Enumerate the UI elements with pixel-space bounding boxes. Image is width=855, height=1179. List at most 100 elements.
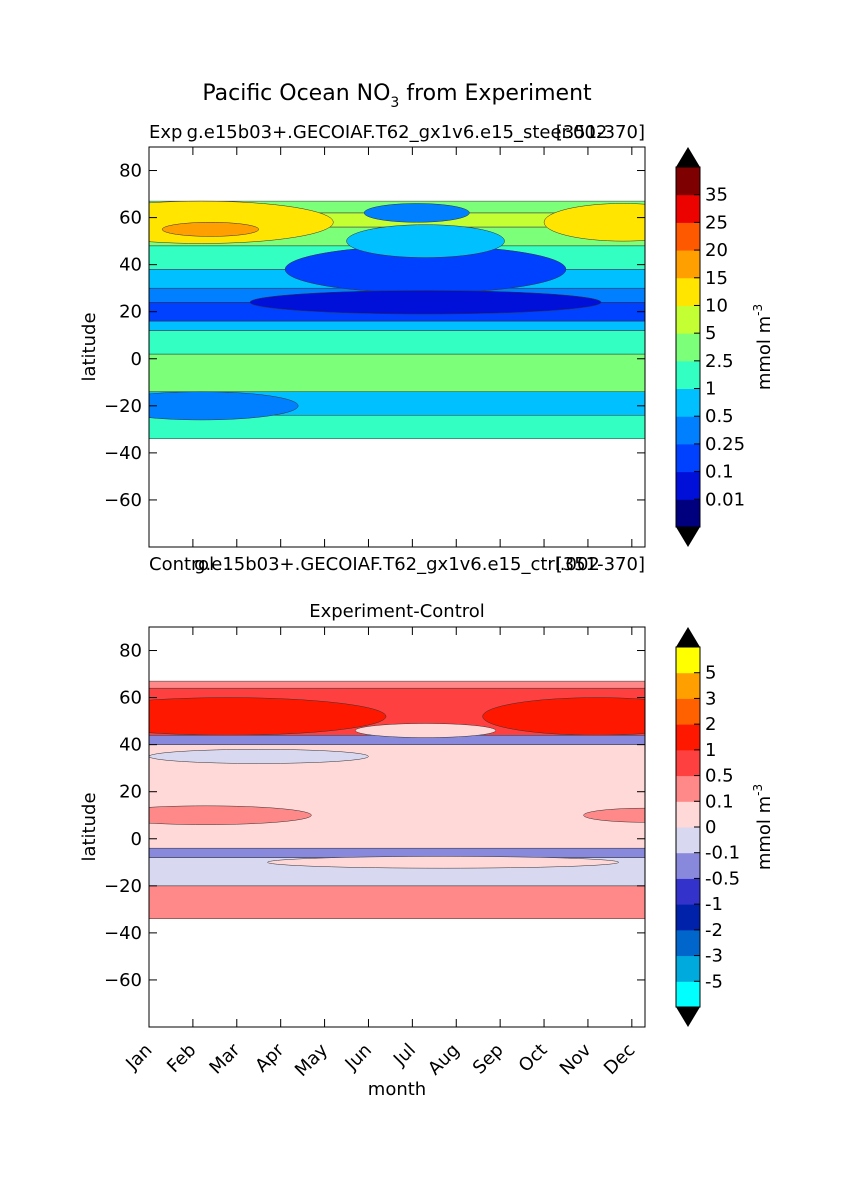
bottom-colorbar-segment — [676, 801, 700, 828]
bottom-x-tick-label: Jul — [389, 1040, 420, 1071]
top-colorbar-segment — [676, 305, 700, 334]
bottom-y-axis: 80 60 40 20 0 −20 −40 −60 — [104, 641, 645, 991]
bottom-colorbar-extend-max — [676, 627, 700, 647]
bottom-feature-tropical-pos — [149, 805, 312, 825]
top-title-center: g.e15b03+.GECOIAF.T62_gx1v6.e15_steer.00… — [187, 122, 608, 143]
bottom-y-tick-label: −60 — [104, 970, 142, 991]
top-y-tick-label: 60 — [119, 208, 142, 229]
top-feature-winter-peak — [161, 222, 259, 237]
top-plot-frame — [148, 146, 646, 548]
top-colorbar-segment — [676, 388, 700, 417]
bottom-y-tick-label: 80 — [119, 641, 142, 662]
bottom-y-label: latitude — [79, 792, 100, 861]
top-colorbar-segment — [676, 333, 700, 362]
top-colorbar-segment — [676, 194, 700, 223]
top-colorbar-tick-label: 2.5 — [705, 351, 734, 372]
figure-title: Pacific Ocean NO3 from Experiment — [202, 81, 592, 111]
bottom-colorbar-tick-label: 5 — [705, 663, 716, 684]
bottom-x-tick-label: Jun — [341, 1040, 376, 1075]
bottom-contour-features — [149, 697, 645, 869]
bottom-colorbar-tick-label: 1 — [705, 740, 716, 761]
top-band — [149, 320, 645, 331]
top-colorbar-extend-max — [676, 147, 700, 167]
bottom-colorbar-tick-label: 0 — [705, 817, 716, 838]
bottom-band — [149, 885, 645, 920]
bottom-x-tick-label: Sep — [469, 1040, 508, 1079]
bottom-feature-winter-high — [149, 697, 387, 736]
top-y-axis: 80 60 40 20 0 −20 −40 −60 — [104, 161, 645, 511]
bottom-band — [149, 847, 645, 858]
bottom-x-tick-label: Nov — [556, 1039, 596, 1079]
top-x-ticks — [192, 147, 633, 547]
top-band — [149, 353, 645, 392]
top-colorbar-tick-label: 20 — [705, 240, 728, 261]
top-colorbar-tick-label: 10 — [705, 295, 728, 316]
top-contour-features — [149, 200, 645, 421]
bottom-feature-south-neutral — [267, 856, 619, 869]
bottom-colorbar-segment — [676, 981, 700, 1008]
bottom-y-tick-label: 60 — [119, 688, 142, 709]
top-colorbar: 0.01 0.1 0.25 0.5 1 2.5 5 10 15 20 25 35 — [675, 147, 745, 547]
bottom-colorbar-segment — [676, 672, 700, 699]
top-y-label: latitude — [79, 312, 100, 381]
top-title-right: [351-370] — [556, 122, 645, 143]
bottom-x-tick-label: Feb — [163, 1040, 200, 1077]
control-title-right: [351-370] — [556, 554, 645, 575]
top-colorbar-tick-label: 0.5 — [705, 406, 734, 427]
top-colorbar-frame — [675, 166, 701, 528]
top-y-tick-label: 80 — [119, 161, 142, 182]
bottom-feature-dec-high — [482, 697, 645, 736]
bottom-plot-frame — [148, 626, 646, 1028]
top-colorbar-segment — [676, 499, 700, 528]
bottom-y-tick-label: 20 — [119, 782, 142, 803]
top-y-tick-label: 20 — [119, 302, 142, 323]
bottom-colorbar-tick-label: -1 — [705, 894, 723, 915]
top-y-tick-label: −20 — [104, 396, 142, 417]
top-feature-dec-high — [543, 203, 645, 242]
top-colorbar-tick-label: 5 — [705, 323, 716, 344]
bottom-plot-area: 80 60 40 20 0 −20 −40 −60 Jan Feb Mar Apr May Jun Jul… — [104, 626, 646, 1081]
bottom-colorbar-segment — [676, 904, 700, 931]
bottom-feature-mid-neg — [149, 749, 369, 764]
bottom-colorbar-segment — [676, 955, 700, 982]
bottom-colorbar-segment — [676, 749, 700, 777]
bottom-colorbar-tick-label: -2 — [705, 920, 723, 941]
bottom-colorbar-tick-label: 0.5 — [705, 766, 734, 787]
top-colorbar-segment — [676, 360, 700, 390]
bottom-colorbar-tick-label: -5 — [705, 971, 723, 992]
top-colorbar-tick-label: 0.01 — [705, 489, 745, 510]
top-colorbar-tick-label: 0.25 — [705, 434, 745, 455]
top-colorbar-tick-label: 25 — [705, 212, 728, 233]
top-colorbar-extend-min — [676, 527, 700, 547]
bottom-colorbar-segment — [676, 698, 700, 725]
top-colorbar-segment — [676, 250, 700, 279]
top-title-left: Exp — [149, 122, 182, 143]
top-feature-south-low — [149, 391, 299, 421]
bottom-colorbar-segment — [676, 878, 700, 905]
bottom-y-tick-label: −40 — [104, 923, 142, 944]
bottom-colorbar-tick-label: 3 — [705, 688, 716, 709]
bottom-colorbar-label: mmol m-3 — [751, 784, 775, 870]
top-colorbar-segment — [676, 167, 700, 196]
top-y-tick-label: 40 — [119, 255, 142, 276]
x-axis-label: month — [368, 1079, 426, 1100]
top-colorbar-segment — [676, 471, 700, 500]
top-colorbar-tick-label: 1 — [705, 379, 716, 400]
bottom-colorbar-tick-label: -0.1 — [705, 843, 740, 864]
bottom-x-tick-label: Mar — [205, 1039, 244, 1078]
top-band — [149, 330, 645, 355]
top-colorbar-segment — [676, 222, 700, 251]
bottom-y-tick-label: 40 — [119, 735, 142, 756]
top-feature-core-low — [249, 290, 602, 315]
top-colorbar-segment — [676, 277, 700, 306]
bottom-colorbar: -5 -3 -2 -1 -0.5 -0.1 0 0.1 0.5 1 2 3 5 — [675, 627, 740, 1027]
bottom-colorbar-segment — [676, 929, 700, 957]
bottom-colorbar-tick-label: -0.5 — [705, 868, 740, 889]
top-feature-north-low — [363, 203, 470, 223]
bottom-title: Experiment-Control — [309, 601, 485, 622]
bottom-x-tick-label: Apr — [251, 1039, 288, 1076]
top-colorbar-tick-label: 15 — [705, 268, 728, 289]
top-colorbar-segment — [676, 416, 700, 445]
bottom-band — [149, 680, 645, 689]
top-y-tick-label: −40 — [104, 443, 142, 464]
